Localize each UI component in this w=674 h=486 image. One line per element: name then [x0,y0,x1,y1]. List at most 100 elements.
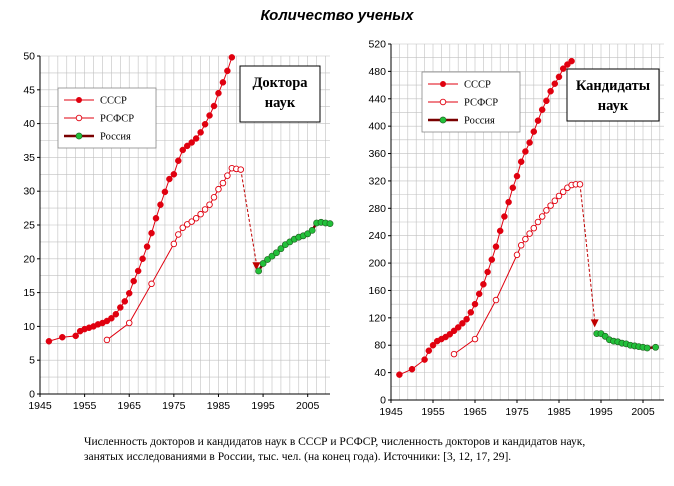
data-point [555,73,563,81]
data-point [264,256,271,263]
x-tick-label: 2005 [296,400,320,412]
data-point [480,281,487,288]
data-point [206,112,213,119]
series-russia [255,218,334,275]
data-point [564,61,571,68]
transition-arrow [240,169,257,264]
data-point [543,207,550,214]
data-point [224,172,231,179]
data-point [108,315,115,322]
data-point [175,157,182,165]
y-tick-label: 200 [368,258,386,270]
candidates-chart: 0 40 80 120 160 200 240 280 320 360 400 440 480 520 19… [368,39,664,418]
series-russia [593,330,659,352]
legend: СССР РСФСР Россия [57,87,157,149]
data-point [643,344,651,352]
series-rsfsr [103,164,245,344]
y-tick-label: 5 [29,355,35,367]
data-point [513,172,521,180]
data-point [513,251,521,259]
data-point [273,249,280,257]
x-tick-label: 1945 [28,400,52,412]
data-point [112,310,120,318]
data-point [559,65,567,72]
data-point [551,80,559,87]
data-point [488,256,496,263]
data-point [450,350,458,358]
data-point [492,296,500,304]
doctors-chart: 0 5 10 15 20 25 30 35 40 45 50 1945 1955 1965 1975 1985… [23,51,334,412]
data-point [201,206,209,213]
panel-label-box [566,68,660,122]
data-point [425,347,433,354]
data-point [197,129,204,136]
data-point [59,333,66,341]
y-tick-label: 480 [368,66,386,78]
y-tick-label: 280 [368,203,386,215]
data-point [526,230,533,237]
y-tick-label: 25 [23,220,35,232]
data-point [576,181,584,188]
data-point [463,315,470,323]
data-point [237,166,245,173]
data-point [188,218,195,225]
data-point [45,338,53,345]
x-tick-label: 1975 [505,406,529,418]
data-point [197,210,204,218]
legend-label: Россия [100,132,131,143]
data-point [139,255,146,263]
data-point [396,371,403,378]
transition-arrow [579,184,596,321]
transition-arrow-head [590,319,599,328]
data-point [219,179,227,187]
legend-swatch-marker [439,98,447,106]
y-tick-label: 35 [23,152,35,164]
series-ussr [45,54,236,345]
series-rsfsr [450,181,584,358]
caption: Численность докторов и кандидатов наук в… [84,435,644,465]
data-point [538,213,546,220]
data-point [148,280,155,288]
data-point [228,54,236,61]
data-point [555,192,563,200]
data-point [568,57,575,65]
x-tick-label: 2005 [631,406,655,418]
data-point [183,142,191,150]
y-tick-label: 80 [374,340,386,352]
data-point [277,245,285,253]
data-point [429,341,437,349]
legend: СССР РСФСР Россия [421,71,521,133]
data-point [117,304,124,311]
y-tick-label: 50 [23,51,35,63]
data-point [215,89,222,97]
legend-swatch-marker [439,116,447,124]
data-point [547,202,554,209]
data-point [210,194,218,201]
y-tick-label: 40 [374,367,386,379]
legend-swatch-marker [75,132,83,140]
series-line-russia [257,221,331,272]
x-tick-label: 1955 [73,400,97,412]
data-point [471,300,479,308]
data-point [505,198,512,206]
data-point [134,267,142,275]
x-tick-label: 1995 [251,400,275,412]
panel-label-line-1: Доктора [252,75,308,91]
data-point [130,277,137,285]
y-tick-label: 240 [368,230,386,242]
y-tick-label: 0 [380,395,386,407]
data-point [517,242,525,249]
data-point [121,298,129,305]
y-tick-label: 160 [368,285,386,297]
y-tick-label: 400 [368,121,386,133]
y-tick-label: 0 [29,389,35,401]
legend-swatch-marker [440,81,446,87]
legend-label: Россия [464,116,495,127]
data-point [530,224,538,232]
data-point [484,268,491,276]
data-point [530,128,538,135]
data-point [543,97,550,105]
data-point [215,185,222,193]
data-point [259,260,267,267]
data-point [206,201,213,208]
